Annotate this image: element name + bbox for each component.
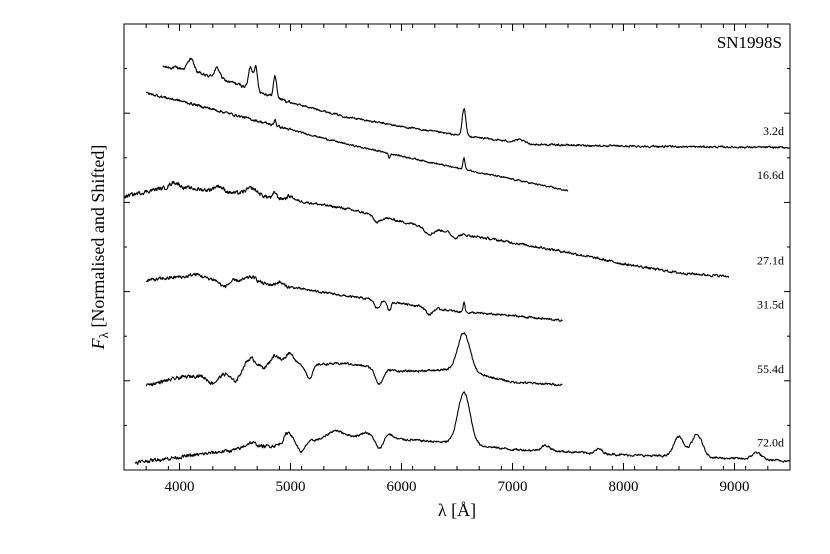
y-axis-label: Fλ [Normalised and Shifted] [88, 145, 111, 351]
x-tick-label: 8000 [609, 479, 639, 495]
spectrum-line [162, 57, 790, 149]
x-minor-ticks [123, 24, 791, 470]
epoch-label: 3.2d [763, 124, 784, 138]
spectrum-line [123, 180, 730, 278]
y-axis-label-subscript: λ [96, 331, 111, 338]
epoch-labels: 3.2d 16.6d 27.1d 31.5d 55.4d 72.0d [757, 124, 784, 449]
spectrum-line [134, 391, 791, 465]
y-axis-label-rest: [Normalised and Shifted] [88, 145, 108, 332]
epoch-label: 31.5d [757, 298, 784, 312]
x-tick-labels: 4000 5000 6000 7000 8000 9000 [165, 479, 750, 495]
y-ticks [124, 68, 790, 426]
epoch-label: 27.1d [757, 253, 784, 267]
spectra-layer [123, 57, 791, 465]
y-axis-label-symbol: F [88, 337, 108, 350]
spectrum-line [145, 272, 563, 322]
spectrum-line [145, 91, 569, 192]
plot-frame [123, 23, 791, 471]
chart-title: SN1998S [717, 33, 782, 52]
x-tick-label: 9000 [720, 479, 750, 495]
x-tick-label: 7000 [498, 479, 528, 495]
x-ticks [179, 24, 735, 470]
spectrum-line [145, 332, 563, 387]
epoch-label: 55.4d [757, 362, 784, 376]
x-tick-label: 4000 [165, 479, 195, 495]
x-axis-label: λ [Å] [438, 500, 476, 520]
x-tick-label: 5000 [276, 479, 306, 495]
epoch-label: 72.0d [757, 435, 784, 449]
epoch-label: 16.6d [757, 168, 784, 182]
x-tick-label: 6000 [387, 479, 417, 495]
